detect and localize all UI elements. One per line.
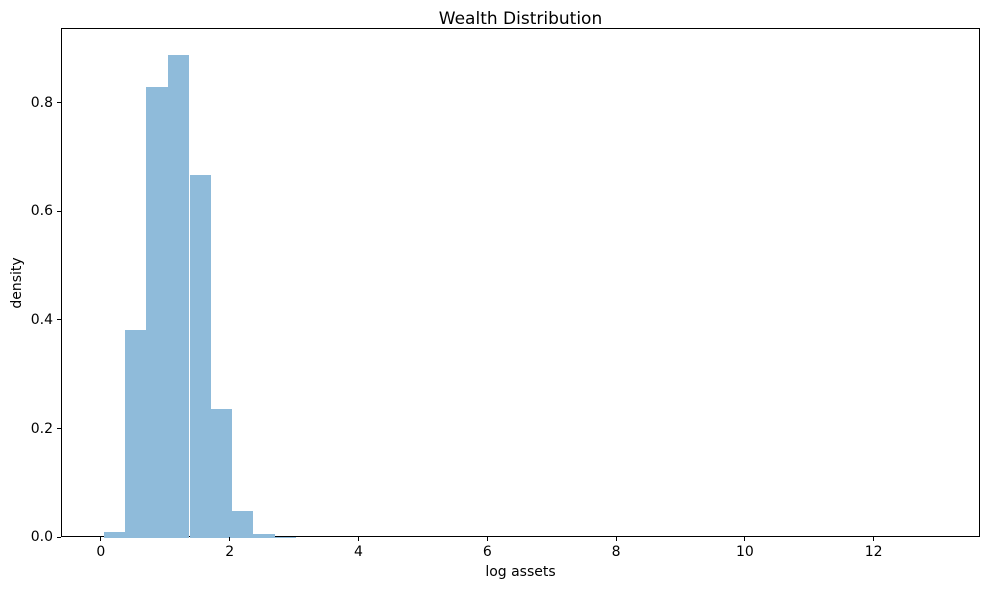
histogram-bar (146, 87, 168, 538)
y-tick-label: 0.4 (30, 311, 53, 328)
plot-area (61, 28, 980, 538)
histogram-bar (274, 536, 296, 538)
x-tick-mark (615, 537, 617, 541)
x-tick-label: 0 (96, 544, 106, 560)
x-tick-label: 4 (354, 544, 363, 560)
x-tick-label: 10 (735, 544, 754, 560)
x-tick-label: 2 (225, 544, 235, 560)
x-tick-mark (358, 537, 359, 541)
x-tick-label: 6 (482, 544, 492, 560)
y-tick-label: 0.6 (30, 203, 53, 220)
y-tick-mark (57, 536, 61, 538)
y-tick-label: 0.2 (30, 420, 53, 437)
x-tick-label: 12 (864, 544, 883, 560)
histogram-bar (167, 55, 190, 538)
y-tick-mark (57, 210, 61, 212)
y-tick-mark (57, 428, 61, 429)
y-axis-label-text: density (9, 257, 25, 309)
x-tick-mark (744, 537, 746, 541)
x-axis-label: log assets (485, 564, 556, 580)
histogram-bar (253, 533, 275, 538)
y-tick-label: 0.8 (30, 94, 53, 111)
x-tick-mark (873, 537, 875, 541)
y-tick-mark (57, 319, 61, 321)
chart-title: Wealth Distribution (438, 9, 603, 29)
histogram-bar (189, 175, 211, 538)
x-tick-mark (229, 537, 231, 541)
y-tick-mark (57, 102, 61, 104)
x-tick-mark (486, 537, 488, 541)
histogram-bar (210, 408, 233, 538)
histogram-bar (103, 532, 126, 538)
x-tick-label: 8 (611, 544, 621, 560)
y-tick-label: 0.0 (30, 529, 53, 545)
histogram-bar (125, 330, 147, 538)
histogram-bar (232, 510, 254, 538)
x-tick-mark (100, 537, 102, 541)
